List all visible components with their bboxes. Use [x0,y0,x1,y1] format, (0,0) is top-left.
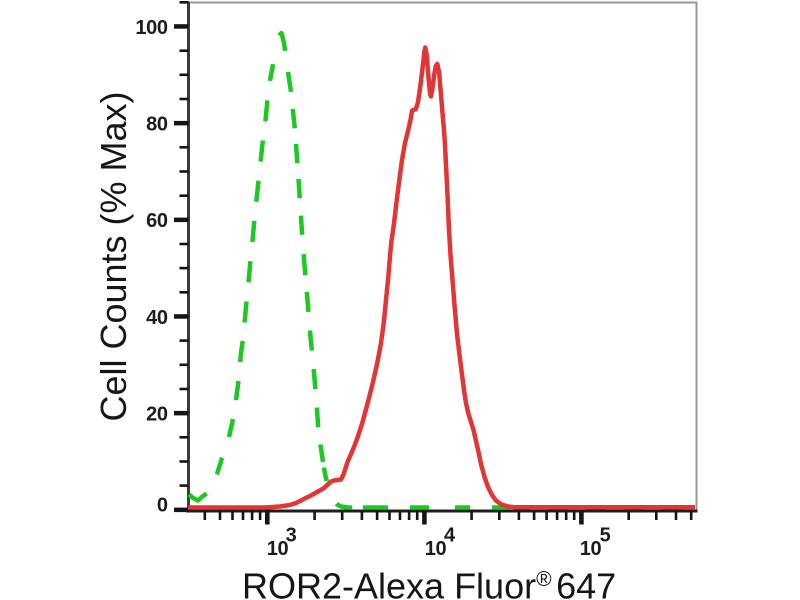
svg-text:60: 60 [146,210,168,232]
svg-text:4: 4 [444,525,456,547]
svg-text:20: 20 [146,403,168,425]
svg-text:40: 40 [146,307,168,329]
svg-text:5: 5 [600,525,611,547]
svg-text:Cell Counts (% Max): Cell Counts (% Max) [93,91,134,421]
svg-text:10: 10 [267,538,289,560]
svg-text:ROR2-Alexa Fluor®647: ROR2-Alexa Fluor® 647 [242,566,616,600]
svg-text:3: 3 [286,525,297,547]
svg-text:100: 100 [135,17,167,39]
svg-text:80: 80 [146,114,168,136]
svg-text:0: 0 [157,495,168,517]
svg-text:10: 10 [580,538,602,560]
svg-text:10: 10 [425,538,447,560]
